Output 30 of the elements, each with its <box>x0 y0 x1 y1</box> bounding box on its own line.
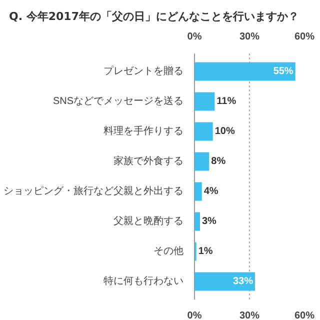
y-tick-label: 特に何も行わない <box>104 275 184 287</box>
data-label: 11% <box>216 96 236 107</box>
y-tick-label: SNSなどでメッセージを送る <box>52 95 184 107</box>
data-label: 4% <box>204 186 218 197</box>
x-tick-label: 60% <box>294 32 315 42</box>
data-label: 1% <box>198 246 213 257</box>
chart-title: Q. 今年2017年の「父の日」にどんなことを行いますか？ <box>9 9 299 25</box>
x2-tick-label: 60% <box>294 310 315 320</box>
bar <box>194 122 213 141</box>
data-label: 8% <box>211 156 226 167</box>
y-tick-label: 料理を手作りする <box>104 125 184 137</box>
bar <box>194 152 210 171</box>
bar <box>194 92 215 111</box>
data-label: 10% <box>214 126 235 137</box>
bar <box>194 272 255 291</box>
x-tick-label: 0% <box>187 32 202 42</box>
y-tick-label: 父親と晩酌する <box>114 215 184 227</box>
data-label: 33% <box>232 276 254 287</box>
y-tick-label: 家族で外食する <box>114 155 184 167</box>
y-tick-label: プレゼントを贈る <box>104 65 184 77</box>
x2-tick-label: 30% <box>239 310 260 320</box>
y-tick-label: ショッピング・旅行など父親と外出する <box>4 185 184 197</box>
bar <box>194 182 202 201</box>
data-label: 55% <box>273 66 294 77</box>
bar <box>194 212 200 231</box>
data-label: 3% <box>202 216 217 227</box>
x-tick-label: 30% <box>239 32 260 42</box>
bar <box>194 62 296 81</box>
x2-tick-label: 0% <box>187 310 202 320</box>
y-tick-label: その他 <box>154 245 184 257</box>
